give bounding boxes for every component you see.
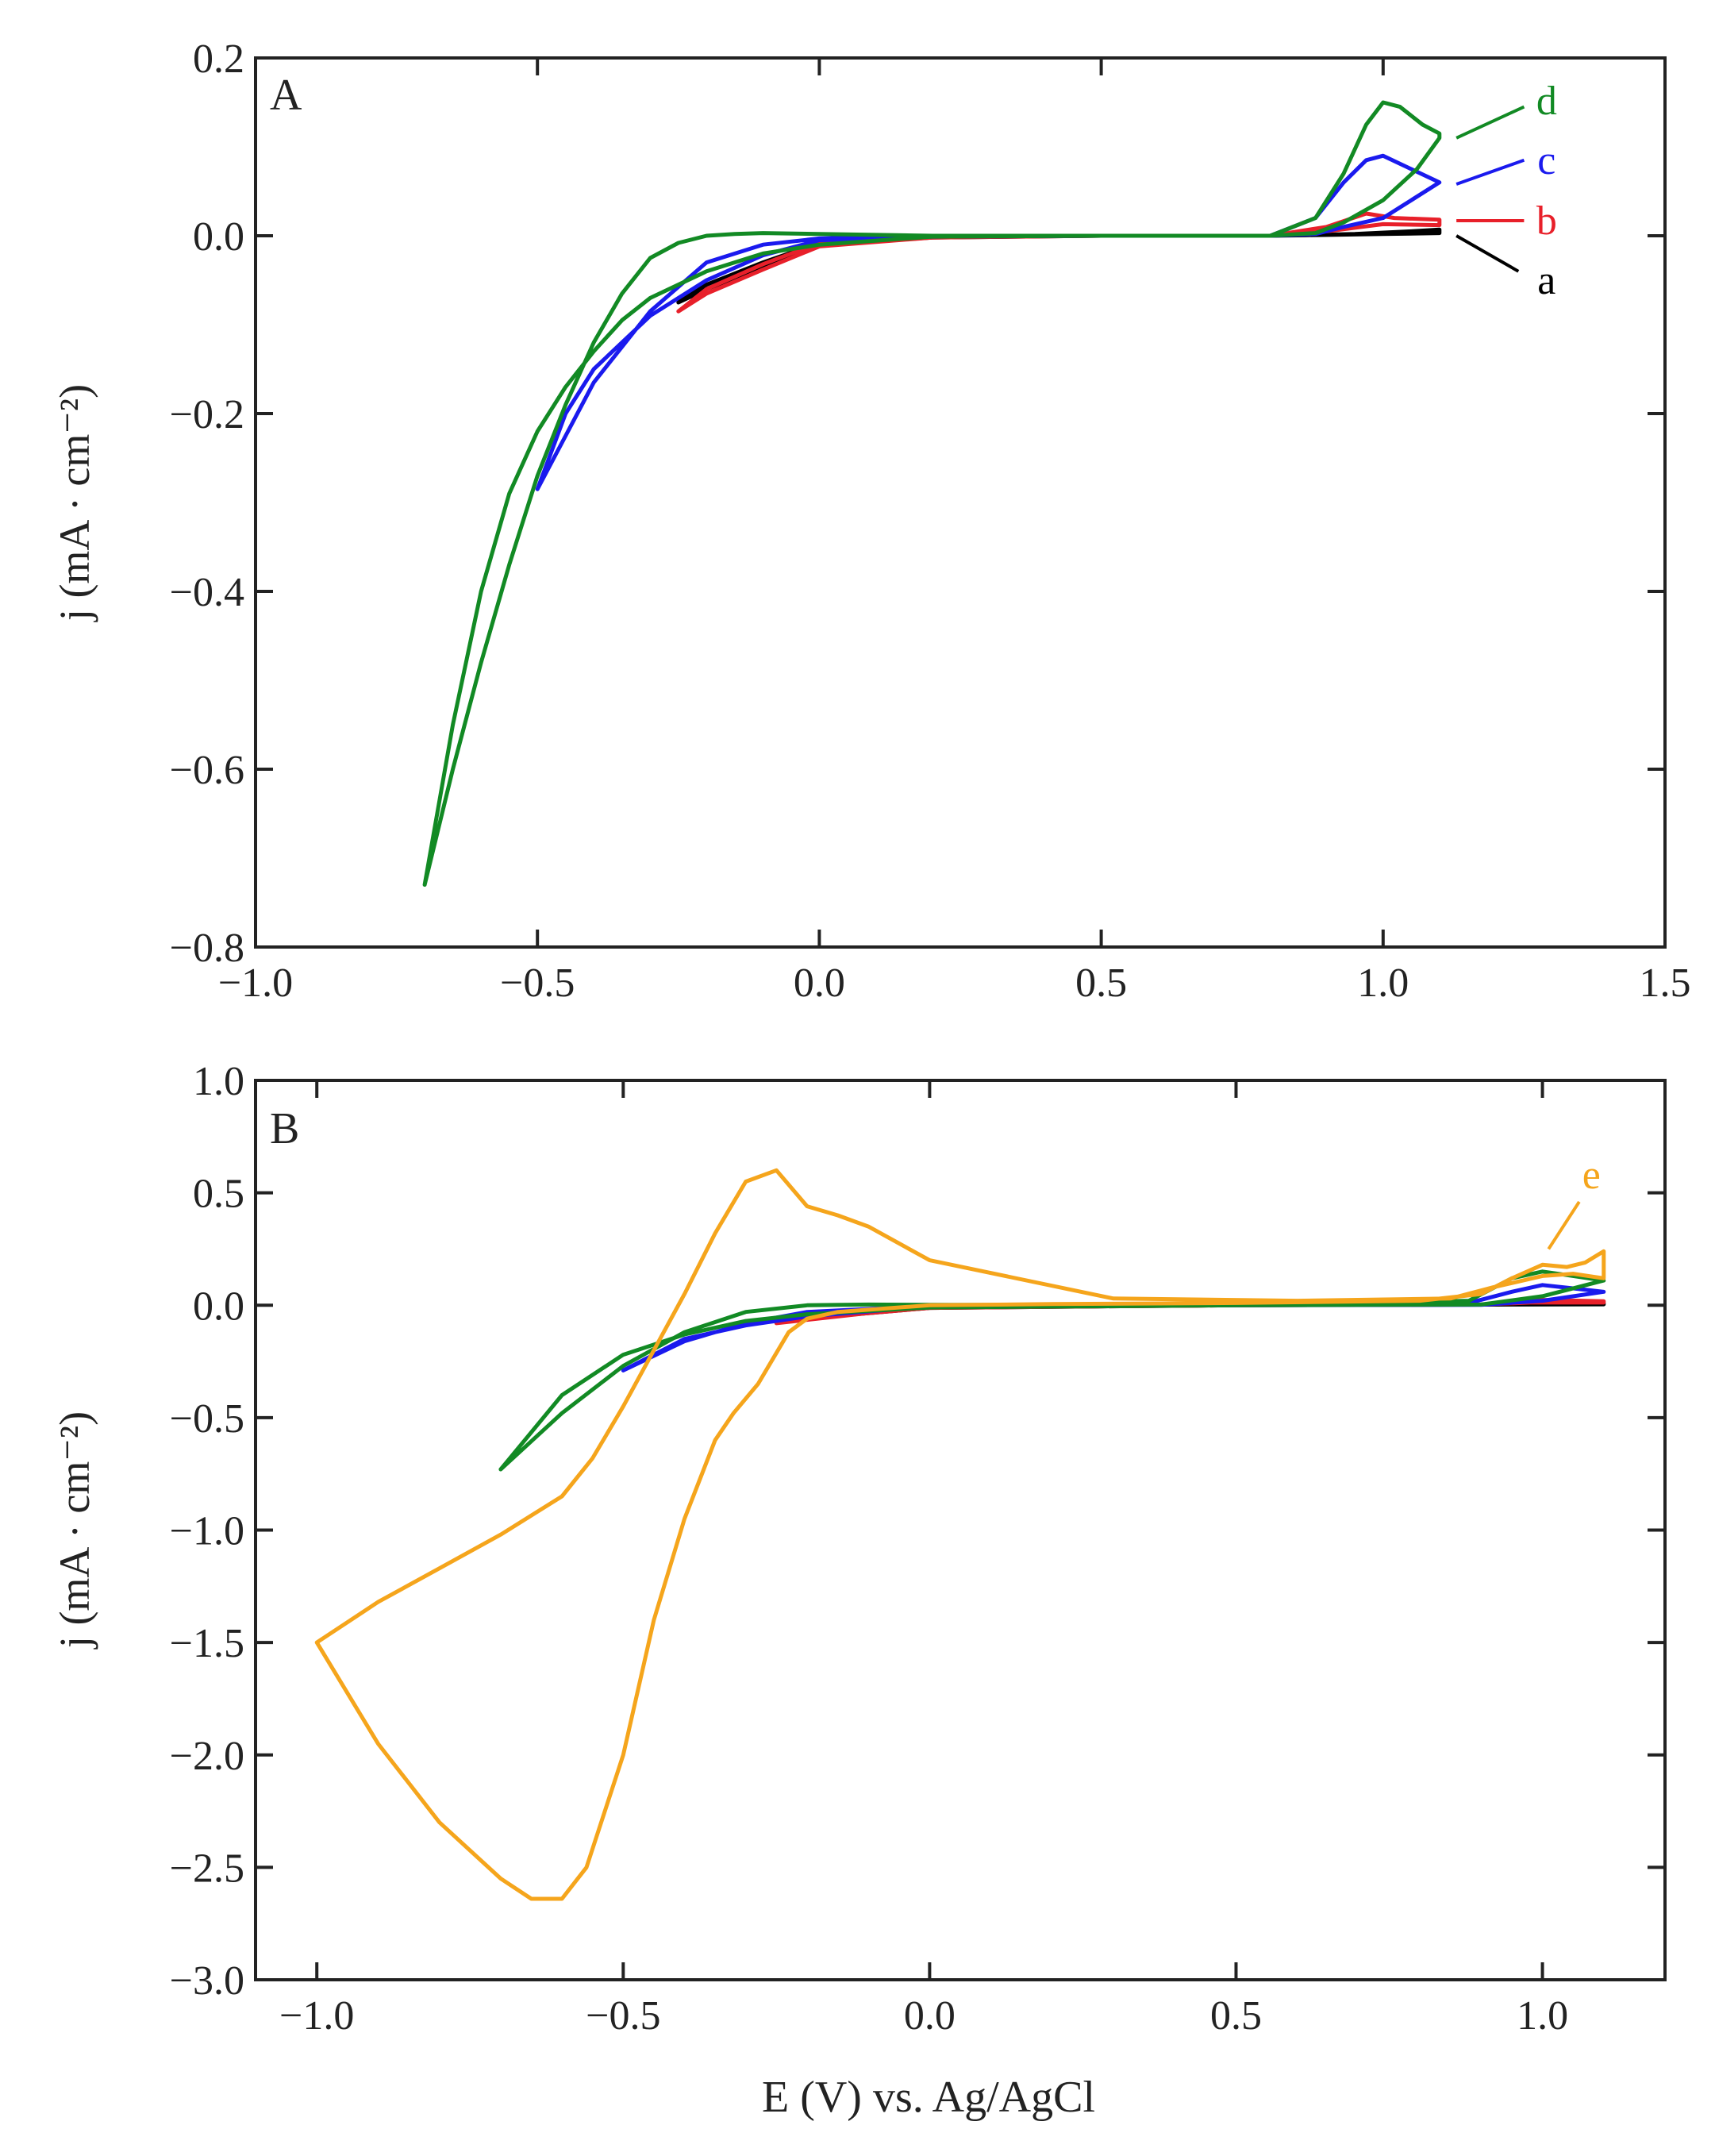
panel-b-label: B: [270, 1104, 299, 1153]
panel-a: −1.0 −0.5 0.0 0.5 1.0 1.5 0.2 0.0 −0.2 −0.4 −0.6 −0…: [51, 37, 1691, 1006]
y-tick-label: −0.4: [170, 570, 244, 615]
y-tick-label: −1.5: [170, 1621, 244, 1666]
panel-b-curve-labels: e: [1547, 1153, 1601, 1250]
series-a-label: a: [1537, 258, 1555, 303]
panel-a-label: A: [270, 71, 302, 120]
y-tick-label: −0.5: [170, 1396, 244, 1442]
series-d-leader-line: [1455, 105, 1525, 140]
y-tick-label: −0.6: [170, 748, 244, 793]
x-tick-label: 1.0: [1517, 1993, 1568, 2039]
y-tick-label: −3.0: [170, 1958, 244, 2004]
series-c-leader-line: [1455, 158, 1525, 186]
y-tick-label: −2.5: [170, 1846, 244, 1891]
y-tick-label: −0.2: [170, 392, 244, 437]
y-tick-label: 0.0: [193, 214, 244, 260]
y-tick-label: −1.0: [170, 1509, 244, 1554]
panel-a-series: [422, 100, 1442, 887]
series-a-leader-line: [1455, 234, 1520, 273]
x-tick-label: 1.5: [1640, 961, 1691, 1006]
series-d-label: d: [1536, 79, 1557, 124]
panel-a-frame: [254, 56, 1667, 949]
series-c-line: [535, 153, 1442, 491]
panel-b-ticks: −1.0 −0.5 0.0 0.5 1.0 1.0 0.5 0.0 −0.5 −1.0 −1.5 −2…: [170, 1059, 1665, 2039]
x-tick-label: 1.0: [1357, 961, 1409, 1006]
y-tick-label: 0.0: [193, 1284, 244, 1329]
panel-b-series: [314, 1168, 1606, 1901]
x-tick-label: 0.0: [794, 961, 845, 1006]
series-b-label: b: [1536, 198, 1557, 244]
panel-a-ticks: −1.0 −0.5 0.0 0.5 1.0 1.5 0.2 0.0 −0.2 −0.4 −0.6 −0…: [170, 37, 1691, 1006]
x-tick-label: −0.5: [586, 1993, 660, 2039]
x-tick-label: 0.0: [904, 1993, 956, 2039]
panel-b: −1.0 −0.5 0.0 0.5 1.0 1.0 0.5 0.0 −0.5 −1.0 −1.5 −2…: [51, 1059, 1667, 2122]
x-tick-label: −1.0: [218, 961, 293, 1006]
series-d-line: [422, 100, 1442, 887]
x-tick-label: 0.5: [1075, 961, 1127, 1006]
y-tick-label: 0.5: [193, 1172, 244, 1217]
x-tick-label: 0.5: [1210, 1993, 1262, 2039]
x-tick-label: −1.0: [279, 1993, 354, 2039]
y-tick-label: 0.2: [193, 37, 244, 82]
series-e-label: e: [1582, 1153, 1601, 1198]
series-c-label: c: [1537, 138, 1555, 183]
x-tick-label: −0.5: [500, 961, 575, 1006]
y-tick-label: −2.0: [170, 1734, 244, 1779]
panel-b-xlabel: E (V) vs. Ag/AgCl: [762, 2073, 1095, 2122]
panel-b-ylabel: j (mA · cm⁻²): [51, 1411, 98, 1650]
panel-a-ylabel: j (mA · cm⁻²): [51, 384, 98, 622]
series-d-line: [498, 1269, 1606, 1472]
y-tick-label: 1.0: [193, 1059, 244, 1104]
series-e-leader-line: [1547, 1200, 1581, 1250]
y-tick-label: −0.8: [170, 926, 244, 971]
series-e-line: [314, 1168, 1606, 1901]
panel-b-frame: [254, 1079, 1667, 1981]
